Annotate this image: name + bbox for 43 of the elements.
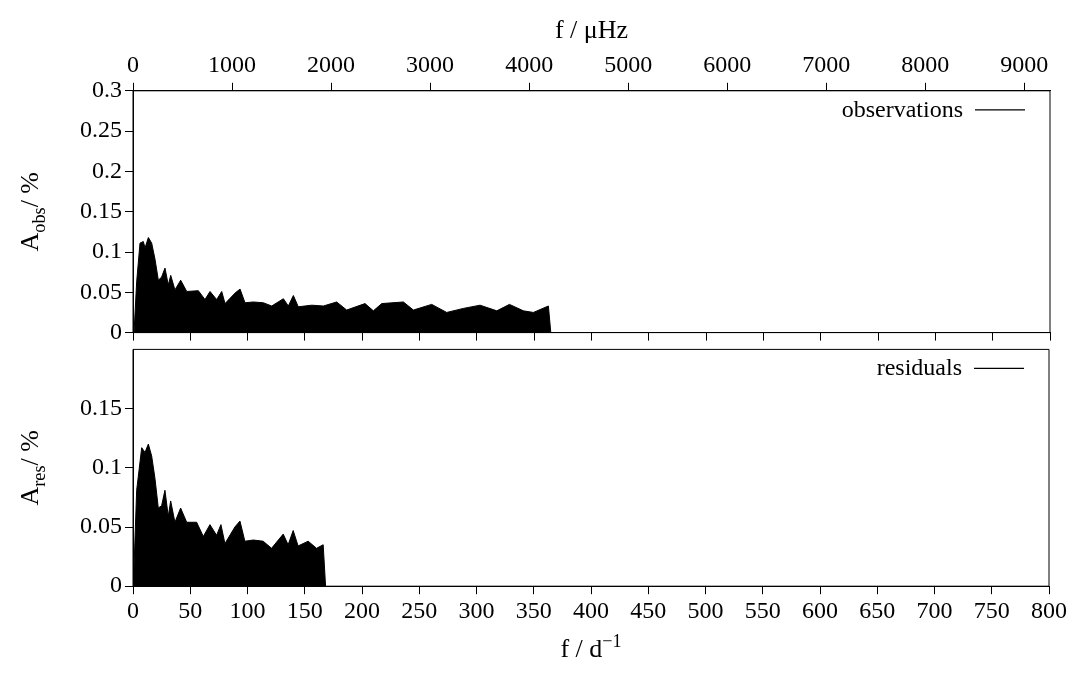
x-tick-label: 300 [458, 596, 495, 623]
y-tick-label: 0 [110, 317, 122, 344]
y-axis-title: Aobs/ % [15, 171, 49, 252]
x-tick-label: 250 [401, 596, 438, 623]
x2-tick-label: 5000 [604, 50, 653, 77]
y-tick-label: 0 [110, 571, 122, 598]
x-tick-label: 450 [630, 596, 667, 623]
x-tick-label: 350 [515, 596, 552, 623]
x-tick-label: 400 [573, 596, 609, 623]
y-tick-label: 0.05 [80, 277, 122, 304]
legend-label: residuals [876, 354, 962, 381]
x2-tick-label: 2000 [307, 50, 356, 77]
x2-tick-label: 8000 [901, 50, 950, 77]
x2-tick-label: 4000 [505, 50, 554, 77]
y-tick-label: 0.25 [80, 116, 122, 143]
y-tick-label: 0.3 [92, 76, 122, 103]
legend-label: observations [841, 95, 963, 122]
x2-axis-title: f / μHz [554, 15, 629, 44]
x-tick-label: 700 [916, 596, 953, 623]
y-tick-label: 0.15 [80, 393, 122, 420]
y-tick-label: 0.1 [92, 237, 122, 264]
y-axis-title: Ares/ % [15, 430, 49, 506]
x-tick-label: 550 [744, 596, 781, 623]
x-tick-label: 50 [178, 596, 203, 623]
x2-tick-label: 7000 [802, 50, 851, 77]
x-tick-label: 100 [229, 596, 266, 623]
x-tick-label: 600 [802, 596, 838, 623]
x2-tick-label: 9000 [1000, 50, 1049, 77]
x-tick-label: 650 [859, 596, 896, 623]
x-tick-label: 200 [344, 596, 380, 623]
x-tick-label: 150 [286, 596, 323, 623]
x2-tick-label: 1000 [208, 50, 257, 77]
x-tick-label: 750 [973, 596, 1010, 623]
y-tick-label: 0.1 [92, 453, 122, 480]
x-tick-label: 0 [127, 596, 139, 623]
x2-tick-label: 6000 [703, 50, 752, 77]
x2-tick-label: 3000 [406, 50, 455, 77]
x2-tick-label: 0 [127, 50, 139, 77]
x-tick-label: 800 [1031, 596, 1067, 623]
x-tick-label: 500 [687, 596, 724, 623]
y-tick-label: 0.15 [80, 197, 122, 223]
y-tick-label: 0.2 [92, 156, 122, 183]
y-tick-label: 0.05 [80, 512, 122, 539]
